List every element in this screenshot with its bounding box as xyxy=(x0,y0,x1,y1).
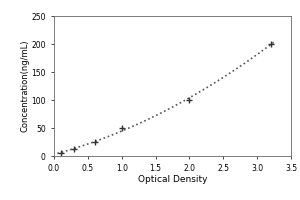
Y-axis label: Concentration(ng/mL): Concentration(ng/mL) xyxy=(21,40,30,132)
X-axis label: Optical Density: Optical Density xyxy=(138,175,207,184)
